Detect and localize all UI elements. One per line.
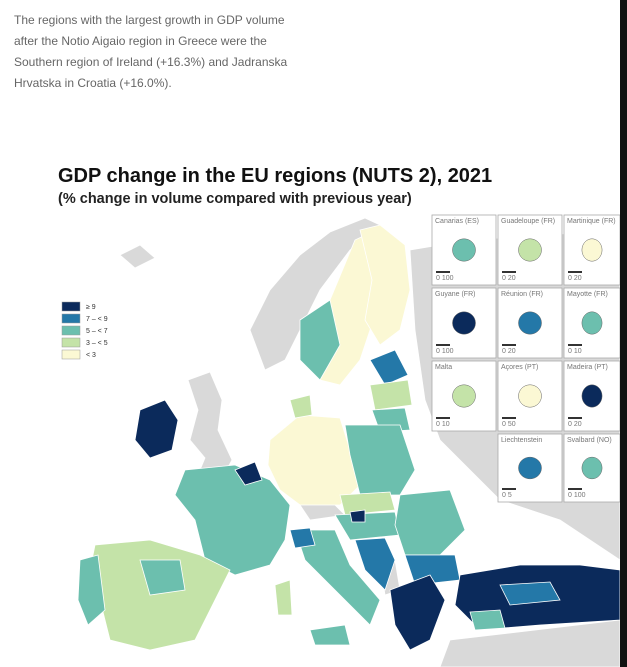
- scale-bar: [436, 271, 450, 273]
- scale-bar: [568, 344, 582, 346]
- inset-land: [581, 456, 603, 480]
- inset-land: [581, 238, 603, 262]
- finland: [359, 224, 411, 346]
- inset-box: [431, 287, 497, 359]
- scale-bar: [436, 417, 450, 419]
- sicily: [309, 624, 351, 646]
- scale-label: 0 10: [436, 421, 450, 428]
- inset-land: [581, 311, 603, 335]
- inset: Réunion (FR) 0 20: [497, 287, 563, 359]
- inset-name: Guadeloupe (FR): [501, 218, 555, 225]
- greece: [389, 574, 446, 651]
- scale-label: 0 20: [502, 348, 516, 355]
- inset-name: Açores (PT): [501, 364, 538, 371]
- legend-label: ≥ 9: [86, 304, 96, 311]
- ireland: [134, 399, 179, 459]
- inset-land: [452, 311, 476, 335]
- legend: ≥ 9 7 – < 9 5 – < 7 3 – < 5 < 3: [61, 301, 108, 360]
- legend-label: 5 – < 7: [86, 328, 108, 335]
- legend-swatch: [61, 313, 81, 324]
- legend-label: < 3: [86, 352, 96, 359]
- inset-name: Mayotte (FR): [567, 291, 608, 298]
- scale-bar: [568, 417, 582, 419]
- inset-land: [581, 384, 603, 408]
- inset-land: [452, 238, 476, 262]
- eu-regions: [77, 224, 621, 651]
- inset: Martinique (FR) 0 20: [563, 214, 621, 286]
- scale-label: 0 100: [436, 275, 454, 282]
- denmark: [289, 394, 313, 419]
- legend-swatch: [61, 325, 81, 336]
- scale-bar: [502, 417, 516, 419]
- inset: Açores (PT) 0 50: [497, 360, 563, 432]
- italy: [294, 529, 381, 626]
- turkey-south: [469, 609, 506, 631]
- inset: Svalbard (NO) 0 100: [563, 433, 621, 503]
- sardinia: [274, 579, 293, 616]
- scale-bar: [568, 488, 582, 490]
- scale-bar: [502, 488, 516, 490]
- inset: Guyane (FR) 0 100: [431, 287, 497, 359]
- legend-swatch: [61, 349, 81, 360]
- intro-text: The regions with the largest growth in G…: [14, 13, 288, 90]
- scale-bar: [502, 271, 516, 273]
- inset: Malta 0 10: [431, 360, 497, 432]
- legend-swatch: [61, 301, 81, 312]
- north-italy: [289, 527, 316, 549]
- scale-label: 0 100: [436, 348, 454, 355]
- portugal: [77, 554, 106, 626]
- scale-label: 0 20: [502, 275, 516, 282]
- inset-name: Guyane (FR): [435, 291, 475, 298]
- frame-edge: [620, 0, 627, 667]
- map-subtitle: (% change in volume compared with previo…: [58, 191, 412, 207]
- middle-east: [439, 619, 621, 667]
- croatia: [354, 537, 396, 591]
- inset-name: Malta: [435, 364, 452, 371]
- inset: Canarias (ES) 0 100: [431, 214, 497, 286]
- inset-name: Martinique (FR): [567, 218, 616, 225]
- iceland: [119, 244, 156, 269]
- scale-bar: [502, 344, 516, 346]
- inset-land: [452, 384, 476, 408]
- inset-land: [518, 456, 542, 480]
- inset: Madeira (PT) 0 20: [563, 360, 621, 432]
- estonia: [369, 349, 409, 386]
- inset-name: Svalbard (NO): [567, 437, 612, 444]
- latvia: [369, 379, 413, 411]
- scale-label: 0 20: [568, 275, 582, 282]
- scale-label: 0 50: [502, 421, 516, 428]
- legend-swatch: [61, 337, 81, 348]
- inset: Guadeloupe (FR) 0 20: [497, 214, 563, 286]
- inset-name: Liechtenstein: [501, 437, 542, 444]
- scale-label: 0 10: [568, 348, 582, 355]
- map-title: GDP change in the EU regions (NUTS 2), 2…: [58, 165, 493, 187]
- spain-centre: [139, 559, 186, 596]
- scale-bar: [436, 344, 450, 346]
- inset: Mayotte (FR) 0 10: [563, 287, 621, 359]
- inset-name: Madeira (PT): [567, 364, 608, 371]
- inset-land: [518, 311, 542, 335]
- benelux: [234, 461, 263, 486]
- vienna: [349, 509, 366, 523]
- inset-name: Réunion (FR): [501, 291, 543, 298]
- scale-label: 0 100: [568, 492, 586, 499]
- legend-label: 7 – < 9: [86, 316, 108, 323]
- inset-land: [518, 384, 542, 408]
- scale-bar: [568, 271, 582, 273]
- legend-label: 3 – < 5: [86, 340, 108, 347]
- turkey-centre: [499, 581, 561, 606]
- scale-label: 0 20: [568, 421, 582, 428]
- scale-label: 0 5: [502, 492, 512, 499]
- inset-name: Canarias (ES): [435, 218, 479, 225]
- sweden-south: [299, 299, 341, 381]
- inset: Liechtenstein 0 5: [497, 433, 563, 503]
- czechia-slovakia: [339, 491, 396, 516]
- inset-land: [518, 238, 542, 262]
